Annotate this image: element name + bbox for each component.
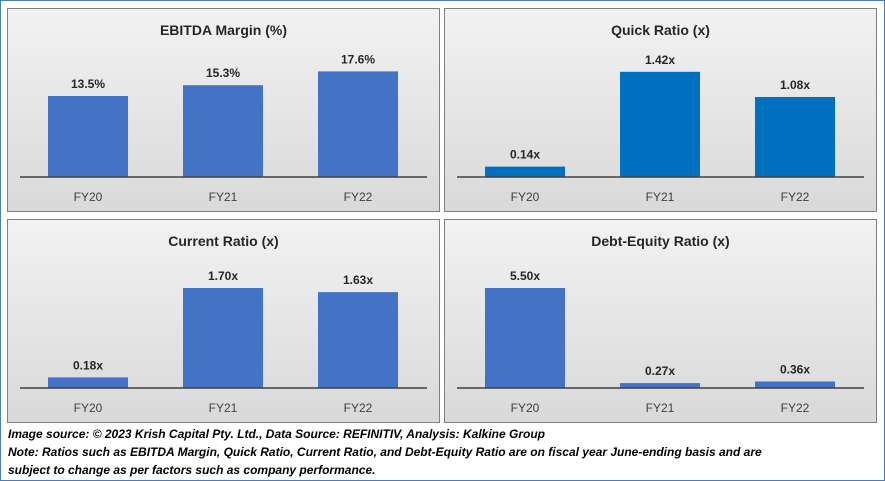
bar-fy21 xyxy=(183,85,263,177)
category-label-fy22: FY22 xyxy=(344,401,373,415)
data-label-fy22: 0.36x xyxy=(780,362,810,376)
data-label-fy21: 1.42x xyxy=(645,53,675,67)
ebitda-margin-chart: EBITDA Margin (%) 13.5% FY20 15.3% FY21 17.6%… xyxy=(7,8,440,212)
footnotes: Image source: © 2023 Krish Capital Pty. … xyxy=(8,425,878,479)
current-ratio-chart: Current Ratio (x) 0.18x FY20 1.70x FY21 1.63x… xyxy=(7,219,440,423)
data-label-fy22: 1.63x xyxy=(343,273,373,287)
bar-fy22 xyxy=(318,71,398,177)
chart-title: Debt-Equity Ratio (x) xyxy=(591,233,729,249)
data-label-fy20: 5.50x xyxy=(510,269,540,283)
category-label-fy20: FY20 xyxy=(511,190,540,204)
data-label-fy20: 13.5% xyxy=(71,77,105,91)
bar-fy20 xyxy=(48,96,128,177)
bar-fy22 xyxy=(755,97,835,177)
chart-svg: Debt-Equity Ratio (x) 5.50x FY20 0.27x FY21 0… xyxy=(457,233,864,415)
chart-title: Current Ratio (x) xyxy=(168,233,278,249)
quick-ratio-chart: Quick Ratio (x) 0.14x FY20 1.42x FY21 1.08x FY… xyxy=(444,8,877,212)
data-label-fy22: 1.08x xyxy=(780,78,810,92)
bar-fy20 xyxy=(485,166,565,177)
bar-fy22 xyxy=(755,381,835,388)
ratio-note-line-1: Note: Ratios such as EBITDA Margin, Quic… xyxy=(8,445,762,459)
category-label-fy22: FY22 xyxy=(781,190,810,204)
chart-svg: EBITDA Margin (%) 13.5% FY20 15.3% FY21 17.6%… xyxy=(20,22,427,204)
ratio-note-line-2: subject to change as per factors such as… xyxy=(8,463,376,477)
data-label-fy21: 15.3% xyxy=(206,66,240,80)
bar-fy21 xyxy=(183,288,263,388)
category-label-fy21: FY21 xyxy=(646,190,675,204)
category-label-fy20: FY20 xyxy=(74,401,103,415)
category-label-fy21: FY21 xyxy=(209,190,238,204)
category-label-fy22: FY22 xyxy=(781,401,810,415)
category-label-fy20: FY20 xyxy=(511,401,540,415)
bar-fy21 xyxy=(620,71,700,177)
data-label-fy21: 0.27x xyxy=(645,364,675,378)
category-label-fy21: FY21 xyxy=(646,401,675,415)
data-label-fy21: 1.70x xyxy=(208,269,238,283)
chart-svg: Quick Ratio (x) 0.14x FY20 1.42x FY21 1.08x FY… xyxy=(457,22,864,204)
bar-fy20 xyxy=(485,288,565,388)
debt-equity-ratio-chart: Debt-Equity Ratio (x) 5.50x FY20 0.27x FY21 0… xyxy=(444,219,877,423)
bar-fy21 xyxy=(620,383,700,388)
data-label-fy20: 0.18x xyxy=(73,358,103,372)
chart-title: EBITDA Margin (%) xyxy=(160,22,287,38)
chart-svg: Current Ratio (x) 0.18x FY20 1.70x FY21 1.63x… xyxy=(20,233,427,415)
bar-fy20 xyxy=(48,377,128,388)
category-label-fy20: FY20 xyxy=(74,190,103,204)
data-label-fy22: 17.6% xyxy=(341,52,375,66)
category-label-fy22: FY22 xyxy=(344,190,373,204)
bar-fy22 xyxy=(318,292,398,388)
data-label-fy20: 0.14x xyxy=(510,148,540,162)
chart-title: Quick Ratio (x) xyxy=(611,22,710,38)
source-note: Image source: © 2023 Krish Capital Pty. … xyxy=(8,427,545,441)
category-label-fy21: FY21 xyxy=(209,401,238,415)
